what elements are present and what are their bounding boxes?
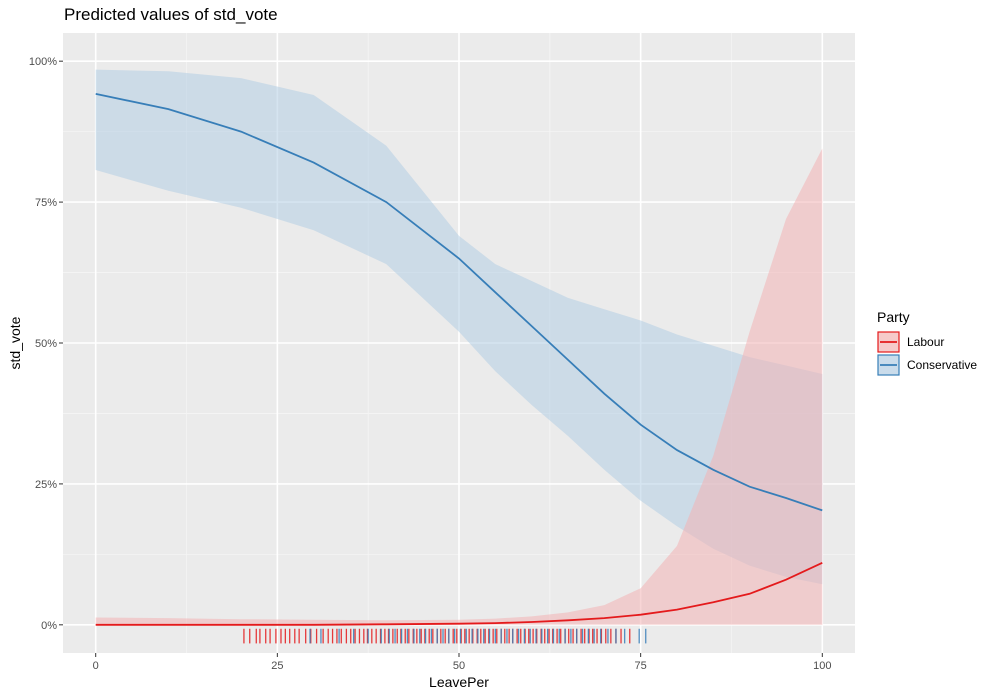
x-tick-label: 100	[813, 660, 831, 672]
legend-label-conservative: Conservative	[907, 358, 977, 372]
series-lines	[95, 93, 823, 626]
y-tick-label: 25%	[35, 479, 57, 491]
y-tick-label: 50%	[35, 338, 57, 350]
plot-panel	[63, 33, 855, 653]
x-tick-label: 75	[635, 660, 647, 672]
x-axis: 0 25 50 75 100	[93, 653, 831, 672]
x-tick-label: 50	[453, 660, 465, 672]
x-tick-label: 0	[93, 660, 99, 672]
ribbon-conservative	[95, 69, 823, 585]
ribbon-labour	[95, 148, 823, 625]
x-tick-label: 25	[271, 660, 283, 672]
x-axis-title: LeavePer	[429, 674, 489, 690]
line-conservative	[95, 93, 823, 512]
chart-title: Predicted values of std_vote	[64, 5, 278, 24]
y-axis-title: std_vote	[7, 316, 23, 369]
y-tick-label: 100%	[29, 56, 57, 68]
y-tick-label: 75%	[35, 197, 57, 209]
legend-title: Party	[877, 309, 910, 325]
rug-marks	[243, 628, 647, 644]
legend: Party Labour Conservative	[877, 309, 977, 376]
confidence-ribbons	[95, 69, 823, 625]
legend-label-labour: Labour	[907, 335, 944, 349]
y-axis: 0% 25% 50% 75% 100%	[29, 56, 63, 632]
y-tick-label: 0%	[41, 620, 57, 632]
line-labour	[95, 561, 823, 626]
